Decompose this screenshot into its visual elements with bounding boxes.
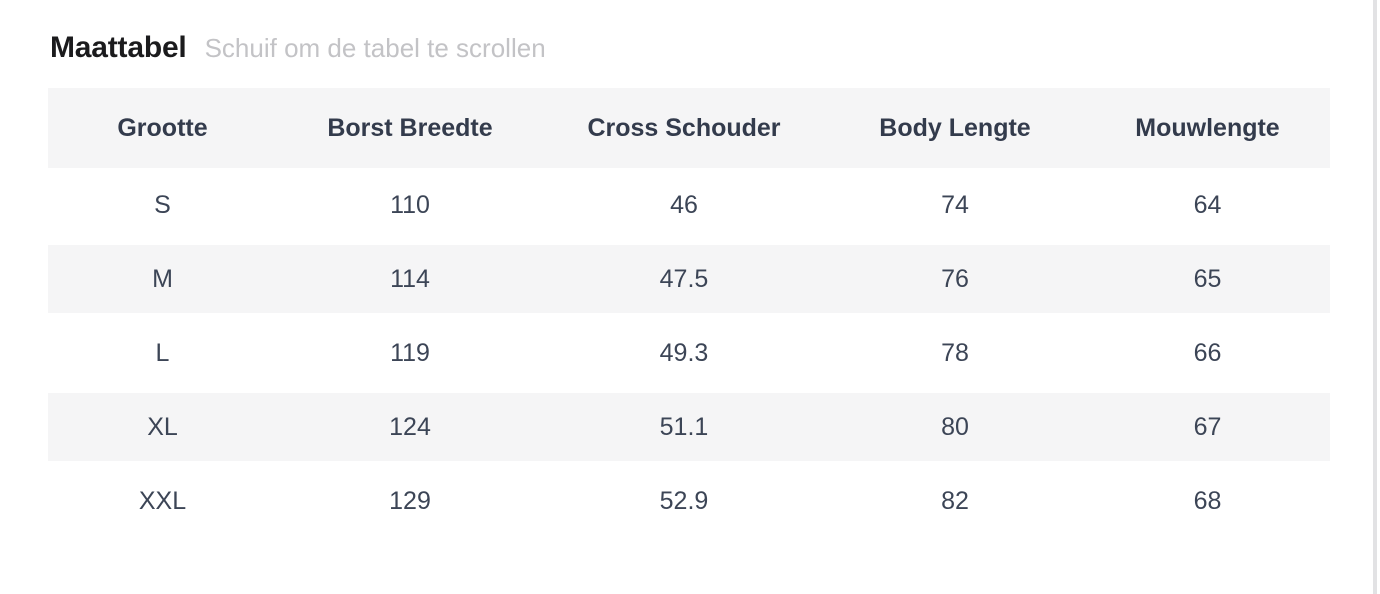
size-table-head: Grootte Borst Breedte Cross Schouder Body L… [48, 88, 1330, 168]
measurement-cell: 80 [825, 390, 1085, 464]
table-row-s: S 110 46 74 64 [48, 168, 1330, 242]
measurement-cell: 52.9 [543, 464, 825, 538]
scroll-hint-text: Schuif om de tabel te scrollen [204, 33, 546, 63]
measurement-cell: 78 [825, 316, 1085, 390]
size-label-cell: XL [48, 390, 277, 464]
column-header-cross-schouder: Cross Schouder [543, 88, 825, 168]
size-label-cell: L [48, 316, 277, 390]
measurement-cell: 46 [543, 168, 825, 242]
measurement-cell: 110 [277, 168, 543, 242]
column-header-grootte: Grootte [48, 88, 277, 168]
table-row-xxl: XXL 129 52.9 82 68 [48, 464, 1330, 538]
measurement-cell: 66 [1085, 316, 1330, 390]
table-row-xl: XL 124 51.1 80 67 [48, 390, 1330, 464]
measurement-cell: 49.3 [543, 316, 825, 390]
table-row-m: M 114 47.5 76 65 [48, 242, 1330, 316]
measurement-cell: 47.5 [543, 242, 825, 316]
measurement-cell: 68 [1085, 464, 1330, 538]
measurement-cell: 124 [277, 390, 543, 464]
size-table[interactable]: Grootte Borst Breedte Cross Schouder Body L… [48, 88, 1330, 538]
size-chart-section: Maattabel Schuif om de tabel te scrollen… [48, 30, 1330, 538]
measurement-cell: 74 [825, 168, 1085, 242]
column-header-borst-breedte: Borst Breedte [277, 88, 543, 168]
table-row-l: L 119 49.3 78 66 [48, 316, 1330, 390]
column-header-body-lengte: Body Lengte [825, 88, 1085, 168]
measurement-cell: 76 [825, 242, 1085, 316]
page-title: Maattabel [50, 31, 187, 64]
size-label-cell: S [48, 168, 277, 242]
measurement-cell: 114 [277, 242, 543, 316]
size-label-cell: M [48, 242, 277, 316]
size-label-cell: XXL [48, 464, 277, 538]
section-heading: Maattabel Schuif om de tabel te scrollen [50, 30, 1330, 66]
scrollbar-track[interactable] [1373, 0, 1377, 594]
measurement-cell: 51.1 [543, 390, 825, 464]
measurement-cell: 129 [277, 464, 543, 538]
measurement-cell: 67 [1085, 390, 1330, 464]
column-header-mouwlengte: Mouwlengte [1085, 88, 1330, 168]
table-header-row: Grootte Borst Breedte Cross Schouder Body L… [48, 88, 1330, 168]
table-body: S 110 46 74 64 M 114 47.5 76 65 L 119 49.3 78 66 XL 124 5… [48, 168, 1330, 538]
measurement-cell: 65 [1085, 242, 1330, 316]
measurement-cell: 119 [277, 316, 543, 390]
measurement-cell: 82 [825, 464, 1085, 538]
measurement-cell: 64 [1085, 168, 1330, 242]
